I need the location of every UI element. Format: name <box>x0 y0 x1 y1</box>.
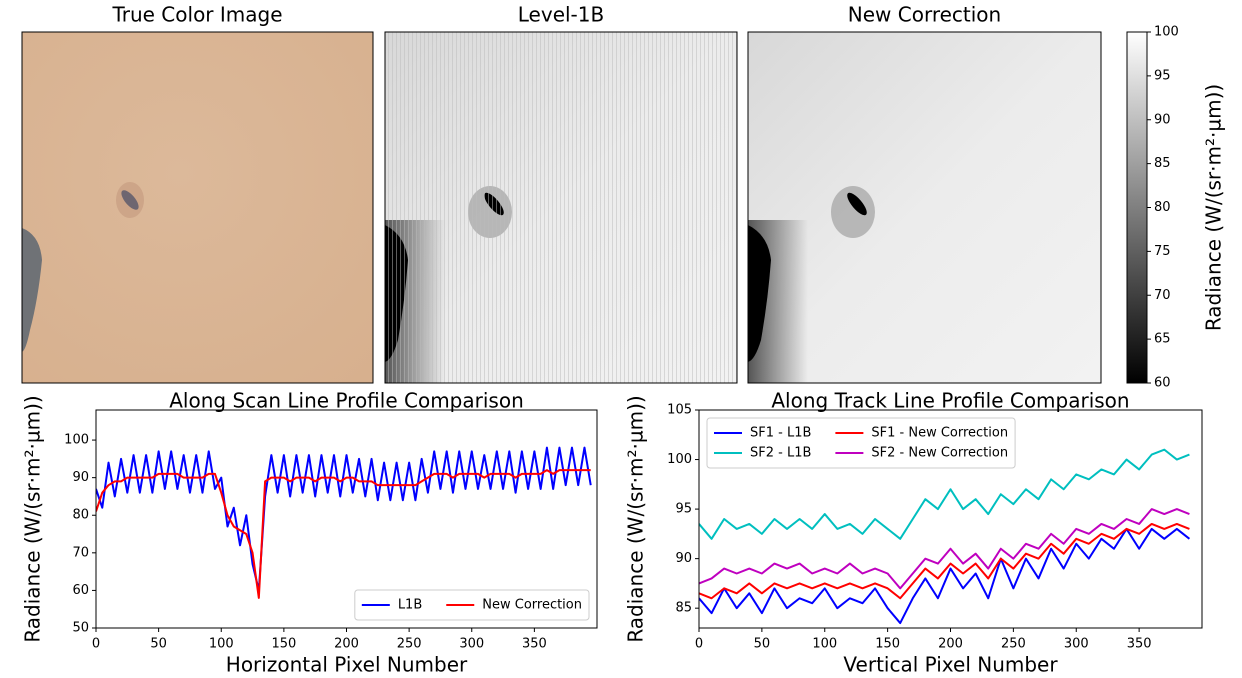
y-tick-label: 70 <box>72 545 89 560</box>
series-line <box>699 508 1190 590</box>
legend-label: New Correction <box>482 598 582 613</box>
legend: SF1 - L1B SF2 - L1B SF1 - New Correction SF… <box>706 417 1016 469</box>
new-correction-image <box>747 31 1102 384</box>
y-tick-label: 90 <box>1154 112 1171 127</box>
series-line <box>699 527 1191 625</box>
legend-box <box>706 417 1016 469</box>
y-tick-label: 90 <box>72 470 89 485</box>
colorbar <box>1126 31 1148 384</box>
y-axis-label: Radiance (W/(sr·m²·µm)) <box>21 395 45 642</box>
y-tick-label: 50 <box>72 621 89 636</box>
axes-frame <box>698 409 1203 629</box>
x-tick-label: 150 <box>271 637 296 652</box>
x-tick-label: 0 <box>92 637 100 652</box>
y-tick-label: 100 <box>667 452 692 467</box>
series-line <box>96 446 592 592</box>
y-tick-label: 80 <box>1154 200 1171 215</box>
x-tick-label: 250 <box>397 637 422 652</box>
legend-label: SF1 - L1B <box>750 426 811 441</box>
x-tick-label: 0 <box>695 637 703 652</box>
chart-title: Along Scan Line Profile Comparison <box>169 389 524 413</box>
x-tick-label: 200 <box>938 637 963 652</box>
legend-item: SF2 - New Correction <box>835 446 1008 461</box>
x-axis-label: Vertical Pixel Number <box>843 653 1058 677</box>
x-tick-label: 250 <box>1001 637 1026 652</box>
series-line <box>96 469 591 599</box>
y-tick-label: 90 <box>675 551 692 566</box>
y-tick-label: 85 <box>675 601 692 616</box>
y-tick-label: 75 <box>1154 244 1171 259</box>
x-tick-label: 300 <box>459 637 484 652</box>
x-tick-label: 350 <box>1127 637 1152 652</box>
chart-title: Along Track Line Profile Comparison <box>771 389 1129 413</box>
y-tick-label: 100 <box>1154 25 1179 40</box>
y-tick-label: 105 <box>667 403 692 418</box>
x-tick-label: 200 <box>334 637 359 652</box>
y-tick-label: 70 <box>1154 288 1171 303</box>
level-1b-image <box>384 31 738 384</box>
colorbar-label: Radiance (W/(sr·m²·µm)) <box>1202 84 1226 331</box>
x-tick-label: 50 <box>150 637 167 652</box>
legend-item: L1B <box>361 598 422 613</box>
y-tick-label: 95 <box>675 502 692 517</box>
y-tick-label: 60 <box>72 583 89 598</box>
legend: L1B New Correction <box>354 589 590 621</box>
legend-label: SF2 - New Correction <box>871 446 1008 461</box>
series-group <box>699 448 1191 625</box>
y-tick-label: 85 <box>1154 156 1171 171</box>
y-tick-label: 100 <box>64 433 89 448</box>
panel-title: Level-1B <box>518 3 604 27</box>
true-color-image <box>21 31 374 384</box>
series-group <box>96 446 592 599</box>
x-tick-label: 50 <box>754 637 771 652</box>
panel-title: New Correction <box>848 3 1001 27</box>
x-tick-label: 300 <box>1064 637 1089 652</box>
y-tick-label: 60 <box>1154 376 1171 391</box>
legend-label: SF1 - New Correction <box>871 426 1008 441</box>
series-line <box>699 448 1190 540</box>
series-line <box>699 522 1190 600</box>
x-tick-label: 350 <box>522 637 547 652</box>
panel-title: True Color Image <box>111 3 282 27</box>
x-tick-label: 100 <box>209 637 234 652</box>
axes-frame <box>95 409 598 629</box>
y-tick-label: 95 <box>1154 68 1171 83</box>
y-axis-label: Radiance (W/(sr·m²·µm)) <box>624 395 648 642</box>
legend-item: SF1 - L1B <box>714 426 811 441</box>
legend-label: SF2 - L1B <box>750 446 811 461</box>
legend-label: L1B <box>398 598 422 613</box>
y-tick-label: 65 <box>1154 332 1171 347</box>
y-tick-label: 80 <box>72 508 89 523</box>
legend-item: New Correction <box>446 598 582 613</box>
x-axis-label: Horizontal Pixel Number <box>226 653 468 677</box>
x-tick-label: 150 <box>875 637 900 652</box>
legend-item: SF1 - New Correction <box>835 426 1008 441</box>
x-tick-label: 100 <box>812 637 837 652</box>
legend-item: SF2 - L1B <box>714 446 811 461</box>
